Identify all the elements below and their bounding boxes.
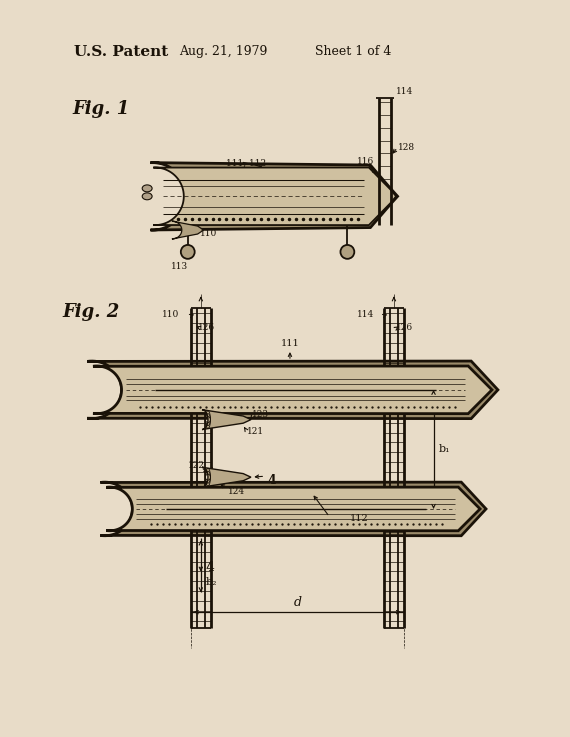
Polygon shape [93,366,492,413]
Circle shape [340,245,355,259]
Polygon shape [153,167,396,225]
Text: 112: 112 [349,514,368,523]
Polygon shape [87,361,498,419]
Text: 128: 128 [398,143,415,152]
Text: 111, 112: 111, 112 [226,159,266,168]
Polygon shape [172,221,203,239]
Text: 126: 126 [396,324,413,332]
Text: Fig. 2: Fig. 2 [62,304,120,321]
Polygon shape [202,410,251,430]
Text: Aug. 21, 1979: Aug. 21, 1979 [179,46,267,58]
Text: b₂: b₂ [206,577,217,587]
Text: Sheet 1 of 4: Sheet 1 of 4 [315,46,391,58]
Text: U.S. Patent: U.S. Patent [74,46,168,60]
Text: 4: 4 [267,474,276,487]
Circle shape [181,245,195,259]
Text: 122: 122 [188,461,205,469]
Text: 110: 110 [200,228,217,237]
Text: 123: 123 [253,411,269,419]
Text: 113: 113 [171,262,189,270]
Text: 4: 4 [206,561,214,573]
Polygon shape [150,163,398,230]
Text: 114: 114 [396,88,413,97]
Text: b₁: b₁ [438,444,450,455]
Text: 111: 111 [280,339,299,348]
Polygon shape [202,467,251,487]
Text: 124: 124 [227,486,245,495]
Text: 126: 126 [198,324,215,332]
Text: d: d [294,596,302,609]
Polygon shape [100,482,486,536]
Text: Fig. 1: Fig. 1 [72,100,129,118]
Polygon shape [106,487,480,531]
Ellipse shape [142,193,152,200]
Text: 121: 121 [247,427,264,436]
Text: 110: 110 [162,310,179,319]
Text: 116: 116 [357,157,374,167]
Text: 114: 114 [357,310,374,319]
Ellipse shape [142,185,152,192]
